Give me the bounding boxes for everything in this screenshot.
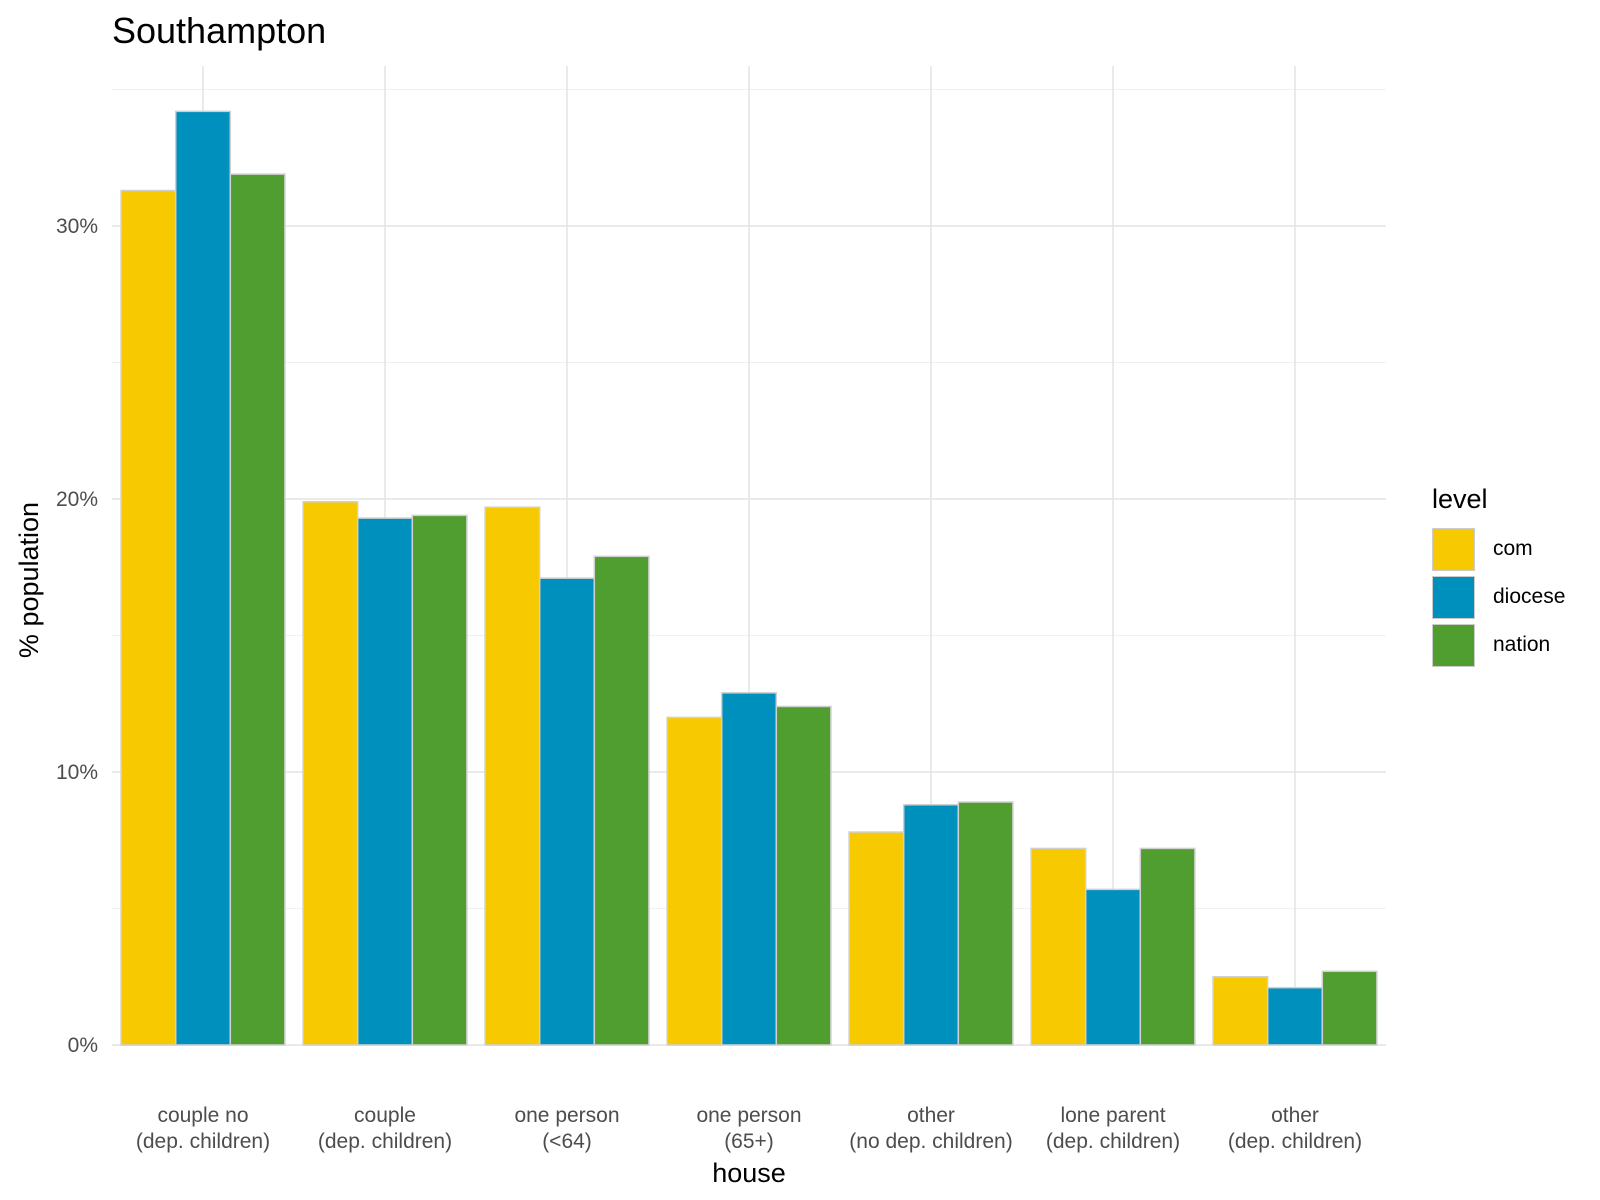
bar-com: [120, 189, 177, 1046]
y-axis-title: % population: [14, 502, 44, 658]
bar-com: [1030, 847, 1087, 1046]
bar-nation: [411, 514, 468, 1046]
x-tick-label: other: [907, 1104, 955, 1127]
bar-com: [848, 831, 905, 1046]
x-axis-title: house: [712, 1158, 786, 1188]
legend-key-com: [1432, 527, 1475, 571]
legend-title: level: [1432, 484, 1488, 514]
legend-item-com: com: [1432, 525, 1565, 573]
legend-label: com: [1493, 537, 1533, 560]
bar-diocese: [1084, 888, 1142, 1046]
legend: level com diocese nation: [1432, 484, 1565, 669]
bar-nation: [1139, 847, 1196, 1046]
bar-com: [666, 716, 723, 1046]
x-tick-label: other: [1271, 1104, 1319, 1127]
x-tick-label: one person: [696, 1104, 801, 1127]
legend-item-diocese: diocese: [1432, 573, 1565, 621]
x-tick-label: one person: [514, 1104, 619, 1127]
legend-item-nation: nation: [1432, 621, 1565, 669]
x-tick-label: (65+): [724, 1130, 774, 1153]
legend-label: nation: [1493, 633, 1551, 656]
bars: [120, 110, 1378, 1046]
x-tick-label: (dep. children): [136, 1130, 270, 1153]
bar-diocese: [902, 804, 960, 1046]
x-tick-label: lone parent: [1060, 1104, 1165, 1127]
bar-com: [1212, 976, 1269, 1046]
x-tick-label: couple: [354, 1104, 416, 1127]
bar-nation: [775, 705, 832, 1046]
bar-nation: [593, 555, 650, 1046]
bar-diocese: [720, 692, 778, 1046]
x-tick-label: (<64): [542, 1130, 592, 1153]
y-tick-label: 10%: [56, 761, 98, 784]
x-tick-label: (dep. children): [1046, 1130, 1180, 1153]
y-tick-label: 20%: [56, 488, 98, 511]
x-tick-label: (dep. children): [1228, 1130, 1362, 1153]
bar-diocese: [1266, 986, 1324, 1046]
bar-com: [484, 506, 541, 1046]
bar-nation: [229, 173, 286, 1046]
legend-key-diocese: [1432, 575, 1475, 619]
y-tick-label: 0%: [68, 1034, 98, 1057]
bar-diocese: [538, 577, 596, 1046]
bar-nation: [1321, 970, 1378, 1046]
x-tick-label: couple no: [157, 1104, 248, 1127]
bar-diocese: [356, 517, 414, 1046]
chart-title: Southampton: [112, 10, 327, 51]
y-tick-label: 30%: [56, 215, 98, 238]
x-tick-label: (no dep. children): [849, 1130, 1012, 1153]
bar-com: [302, 500, 359, 1046]
bar-diocese: [174, 110, 232, 1046]
legend-key-nation: [1432, 623, 1475, 667]
x-tick-label: (dep. children): [318, 1130, 452, 1153]
legend-label: diocese: [1493, 585, 1566, 608]
bar-nation: [957, 801, 1014, 1046]
axis-labels: 0% 10% 20% 30% couple no (dep. children) coupl…: [56, 215, 1362, 1153]
